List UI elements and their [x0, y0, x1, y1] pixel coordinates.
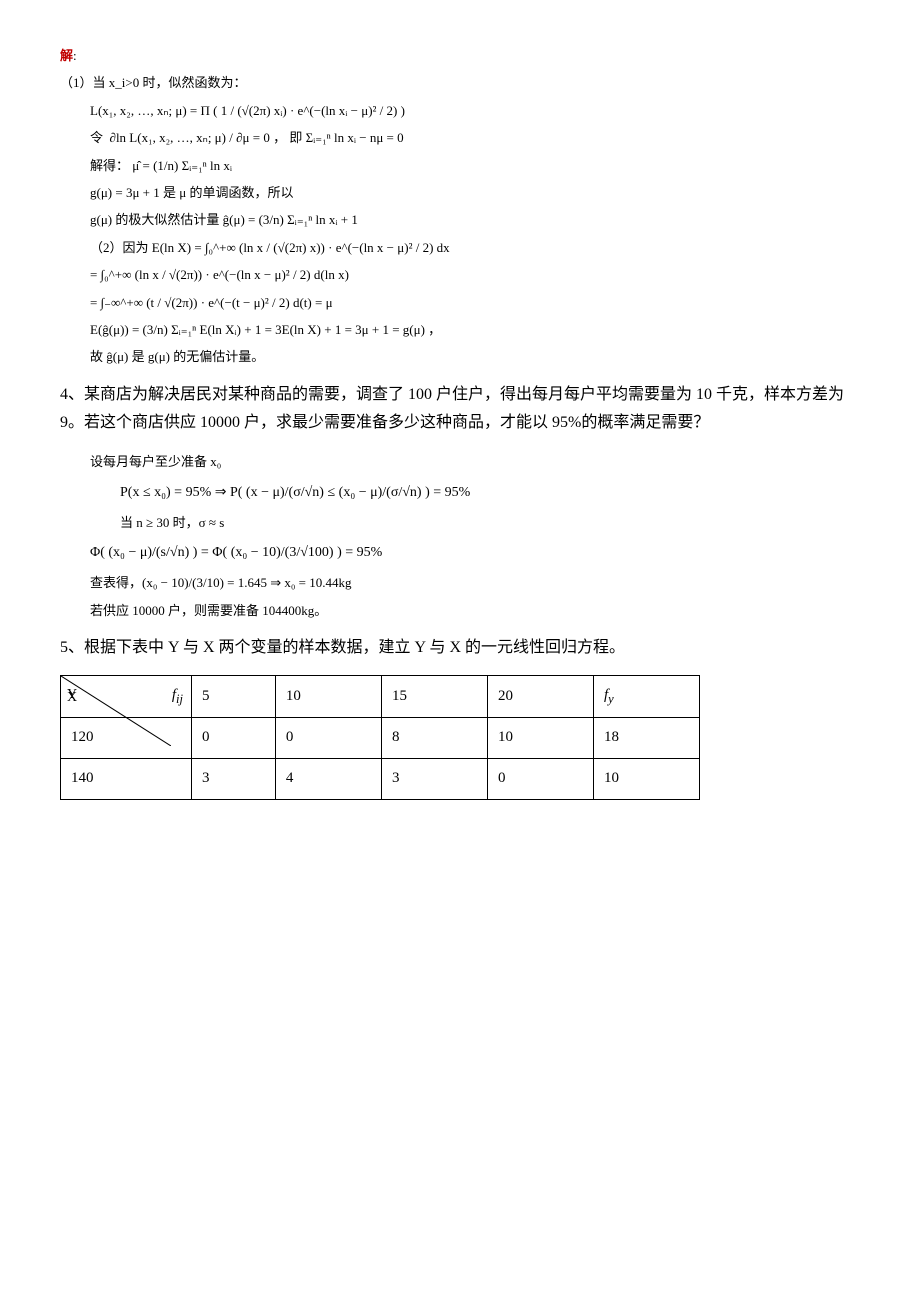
data-table: Y fij X 5 10 15 20 fy 120 0 0 8 10 18 14… [60, 675, 700, 800]
cell: 3 [381, 758, 487, 799]
col-header: 5 [192, 676, 276, 718]
diag-header-cell: Y fij X [61, 676, 192, 718]
cell-fy: 18 [593, 717, 699, 758]
cell: 8 [381, 717, 487, 758]
question-4: 4、某商店为解决居民对某种商品的需要，调查了 100 户住户，得出每月每户平均需… [60, 381, 860, 439]
p2-last: 故 ĝ(μ) 是 g(μ) 的无偏估计量。 [90, 345, 860, 368]
col-header: 15 [381, 676, 487, 718]
row-label: 140 [61, 758, 192, 799]
cell: 0 [487, 758, 593, 799]
cell: 0 [275, 717, 381, 758]
cell-fy: 10 [593, 758, 699, 799]
q4-line3: 查表得，(x₀ − 10)/(3/10) = 1.645 ⇒ x₀ = 10.4… [90, 571, 860, 594]
solution-label: 解 [60, 48, 73, 63]
p1-formula1: L(x₁, x₂, …, xₙ; μ) = Π ( 1 / (√(2π) xᵢ)… [90, 99, 860, 122]
cell: 0 [192, 717, 276, 758]
col-header: 10 [275, 676, 381, 718]
q4-line1: 设每月每户至少准备 x₀ [90, 450, 860, 473]
col-header: 20 [487, 676, 593, 718]
p1-line2: 令 ∂ln L(x₁, x₂, …, xₙ; μ) / ∂μ = 0 ， 即 Σ… [90, 126, 860, 149]
cell: 3 [192, 758, 276, 799]
colon: : [73, 48, 77, 63]
question-5: 5、根据下表中 Y 与 X 两个变量的样本数据，建立 Y 与 X 的一元线性回归… [60, 634, 860, 663]
p2-formula3: = ∫₋∞^+∞ (t / √(2π)) · e^(−(t − μ)² / 2)… [90, 291, 860, 314]
header-x: X [67, 685, 77, 710]
cell: 10 [487, 717, 593, 758]
table-row: 140 3 4 3 0 10 [61, 758, 700, 799]
p2-formula4: E(ĝ(μ)) = (3/n) Σᵢ₌₁ⁿ E(ln Xᵢ) + 1 = 3E(… [90, 318, 860, 341]
q4-formula2: Φ( (x₀ − μ)/(s/√n) ) = Φ( (x₀ − 10)/(3/√… [90, 540, 860, 565]
q4-line2: 当 n ≥ 30 时，σ ≈ s [120, 511, 860, 534]
p1-line5: g(μ) 的极大似然估计量 ĝ(μ) = (3/n) Σᵢ₌₁ⁿ ln xᵢ +… [90, 208, 860, 231]
p1-line3: 解得： μ̂ = (1/n) Σᵢ₌₁ⁿ ln xᵢ [90, 154, 860, 177]
p2-line1: （2）因为 E(ln X) = ∫₀^+∞ (ln x / (√(2π) x))… [90, 236, 860, 259]
p1-line1: （1）当 x_i>0 时，似然函数为： [60, 71, 860, 94]
cell: 4 [275, 758, 381, 799]
q4-line4: 若供应 10000 户，则需要准备 104400kg。 [90, 599, 860, 622]
table-header-row: Y fij X 5 10 15 20 fy [61, 676, 700, 718]
header-f: fij [172, 682, 183, 711]
col-header-fy: fy [593, 676, 699, 718]
p2-formula2: = ∫₀^+∞ (ln x / √(2π)) · e^(−(ln x − μ)²… [90, 263, 860, 286]
p1-line4: g(μ) = 3μ + 1 是 μ 的单调函数，所以 [90, 181, 860, 204]
q4-formula1: P(x ≤ x₀) = 95% ⇒ P( (x − μ)/(σ/√n) ≤ (x… [120, 480, 860, 505]
